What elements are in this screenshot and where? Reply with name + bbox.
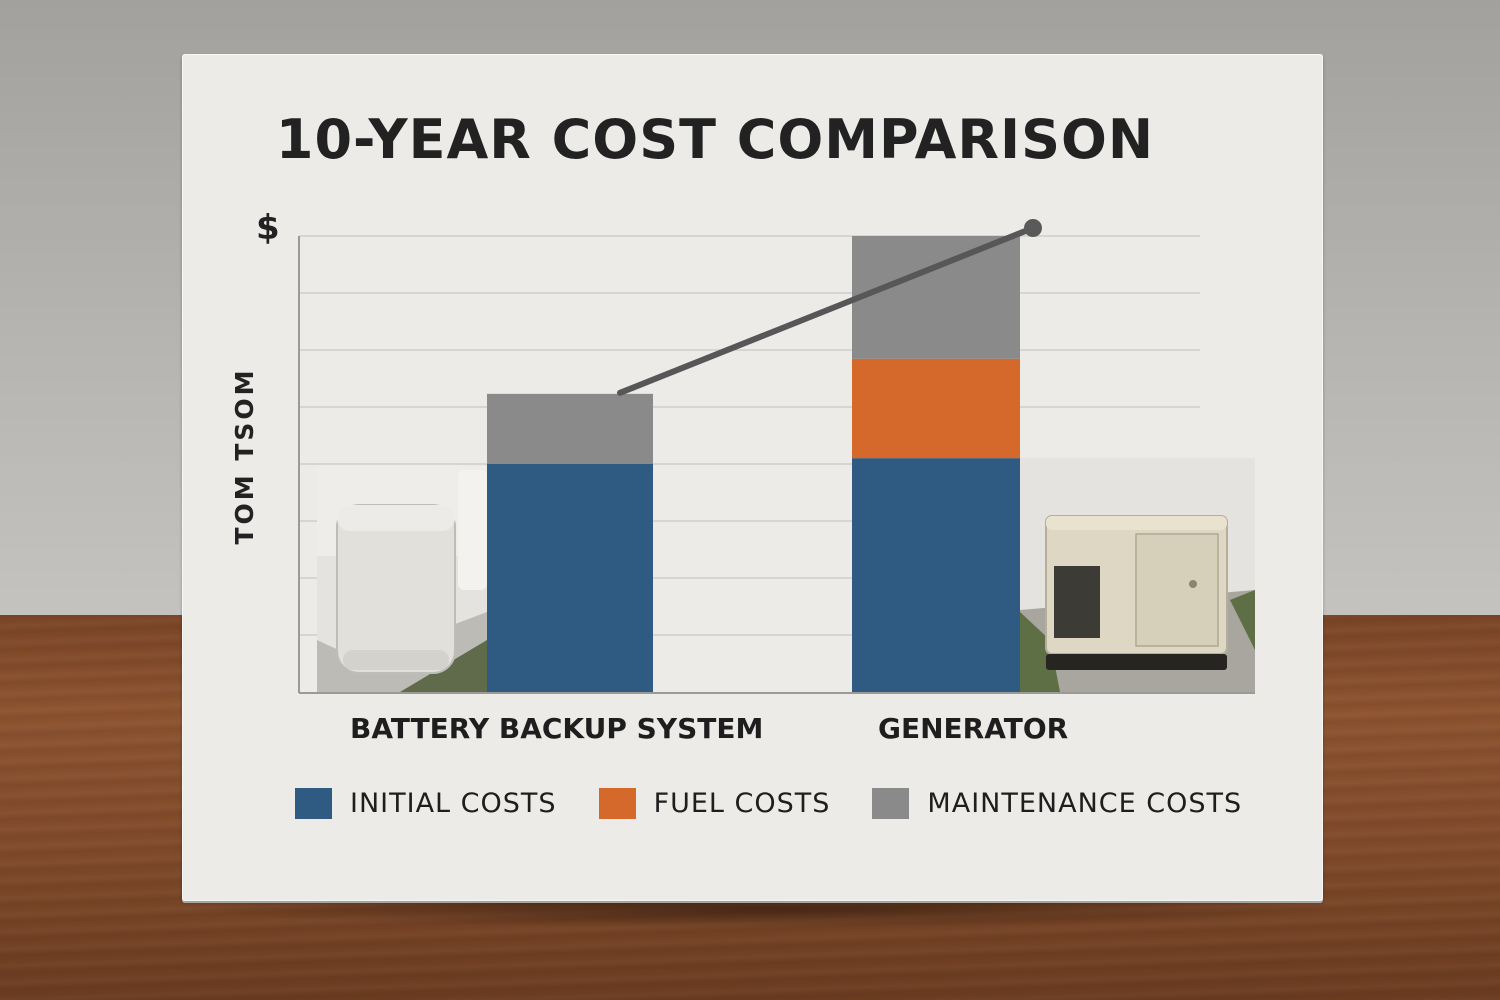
generator-photo [1020,458,1255,692]
legend-item-initial: INITIAL COSTS [295,788,557,819]
y-axis-dollar-label: $ [256,208,280,248]
legend-label-initial: INITIAL COSTS [350,788,557,819]
trend-line [617,225,1036,396]
legend: INITIAL COSTS FUEL COSTS MAINTENANCE COS… [295,788,1284,819]
legend-swatch-maintenance [872,788,910,819]
bar-segment-initial-costs-generator [852,458,1020,692]
trend-line-endpoint [1024,219,1042,237]
battery-photo [317,466,487,692]
bar-segment-initial-costs-battery [487,464,653,692]
legend-swatch-initial [295,788,332,819]
bar-segment-maintenance-costs-generator [852,236,1020,359]
legend-label-maintenance: MAINTENANCE COSTS [927,788,1243,819]
bar-segment-fuel-costs-generator [852,358,1020,459]
chart-title: 10-YEAR COST COMPARISON [275,108,1155,171]
legend-item-fuel: FUEL COSTS [598,788,831,819]
trend-line-group [617,219,1042,396]
legend-item-maintenance: MAINTENANCE COSTS [872,788,1242,819]
legend-swatch-fuel [598,788,636,819]
bar-segment-maintenance-costs-battery [487,393,653,464]
x-tick-label-battery: BATTERY BACKUP SYSTEM [350,712,764,745]
axes [298,236,1255,694]
x-tick-label-generator: GENERATOR [878,712,1069,745]
bars [487,236,1020,692]
legend-label-fuel: FUEL COSTS [653,788,831,819]
